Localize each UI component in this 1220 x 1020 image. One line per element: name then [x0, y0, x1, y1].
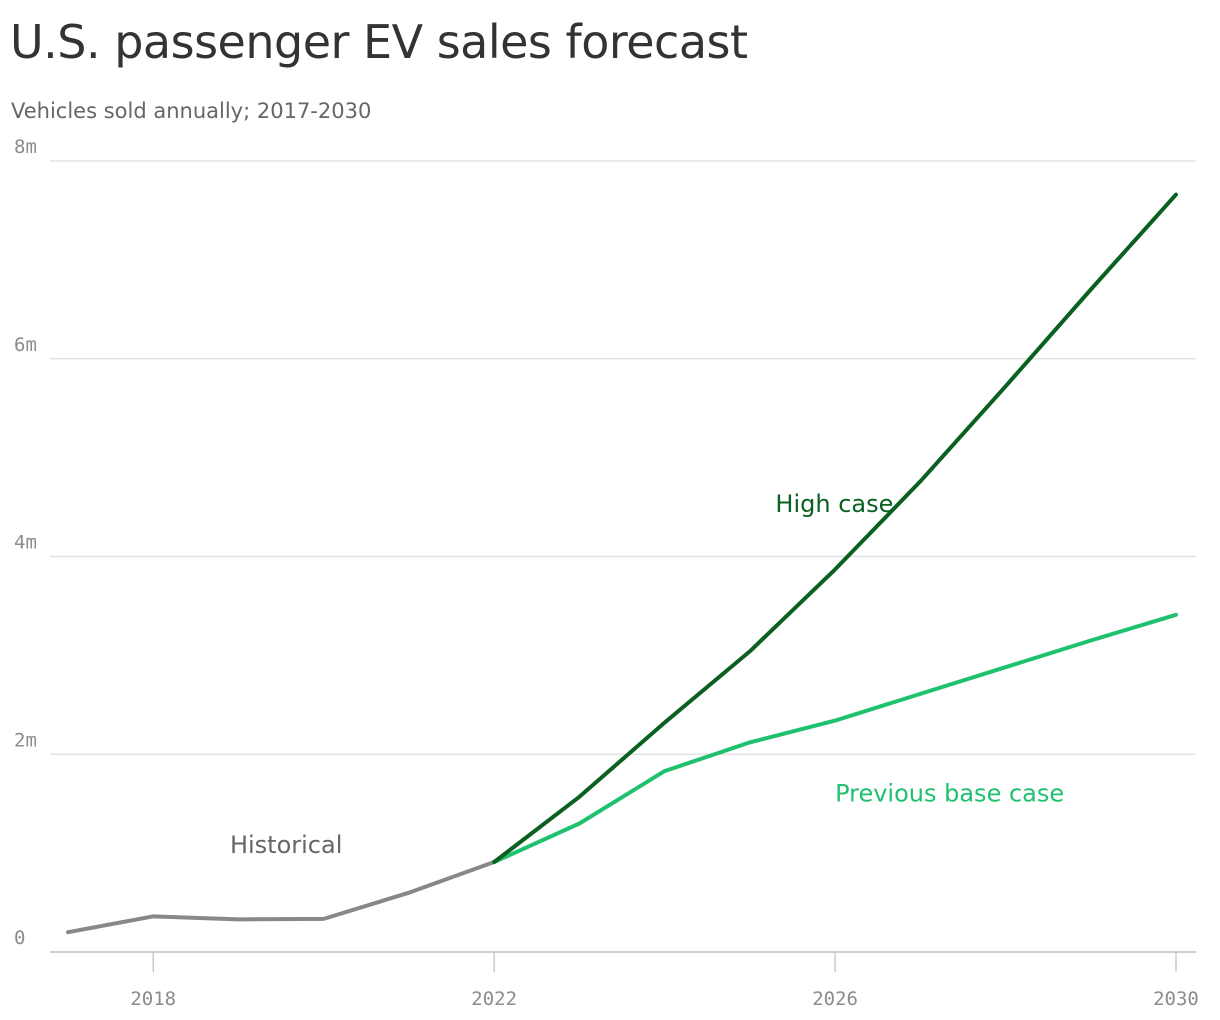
y-tick-label: 2m	[14, 729, 37, 751]
series-label-previous-base-case: Previous base case	[835, 780, 1064, 808]
y-tick-label: 8m	[14, 136, 37, 158]
x-tick-label: 2026	[812, 988, 858, 1010]
x-axis-ticks	[152, 952, 1177, 972]
series-label-historical: Historical	[230, 831, 342, 859]
series-line-previous-base-case	[492, 612, 1178, 864]
y-tick-label: 4m	[14, 532, 37, 554]
x-tick-label: 2030	[1153, 988, 1199, 1010]
annotations: Historical High case Previous base case	[230, 490, 1064, 859]
series-label-high-case: High case	[775, 490, 893, 518]
x-tick-label: 2018	[130, 988, 176, 1010]
series-lines	[66, 192, 1178, 935]
y-tick-label: 6m	[14, 334, 37, 356]
y-tick-label: 0	[14, 927, 25, 949]
x-tick-label: 2022	[471, 988, 517, 1010]
series-line-high-case	[492, 192, 1178, 864]
series-line-historical	[66, 860, 497, 935]
chart-title: U.S. passenger EV sales forecast	[10, 15, 748, 69]
gridlines	[50, 160, 1196, 953]
chart-subtitle: Vehicles sold annually; 2017-2030	[11, 99, 372, 123]
y-axis-labels: 0 2m 4m 6m 8m	[14, 136, 37, 949]
x-axis-labels: 2018 2022 2026 2030	[130, 988, 1199, 1010]
